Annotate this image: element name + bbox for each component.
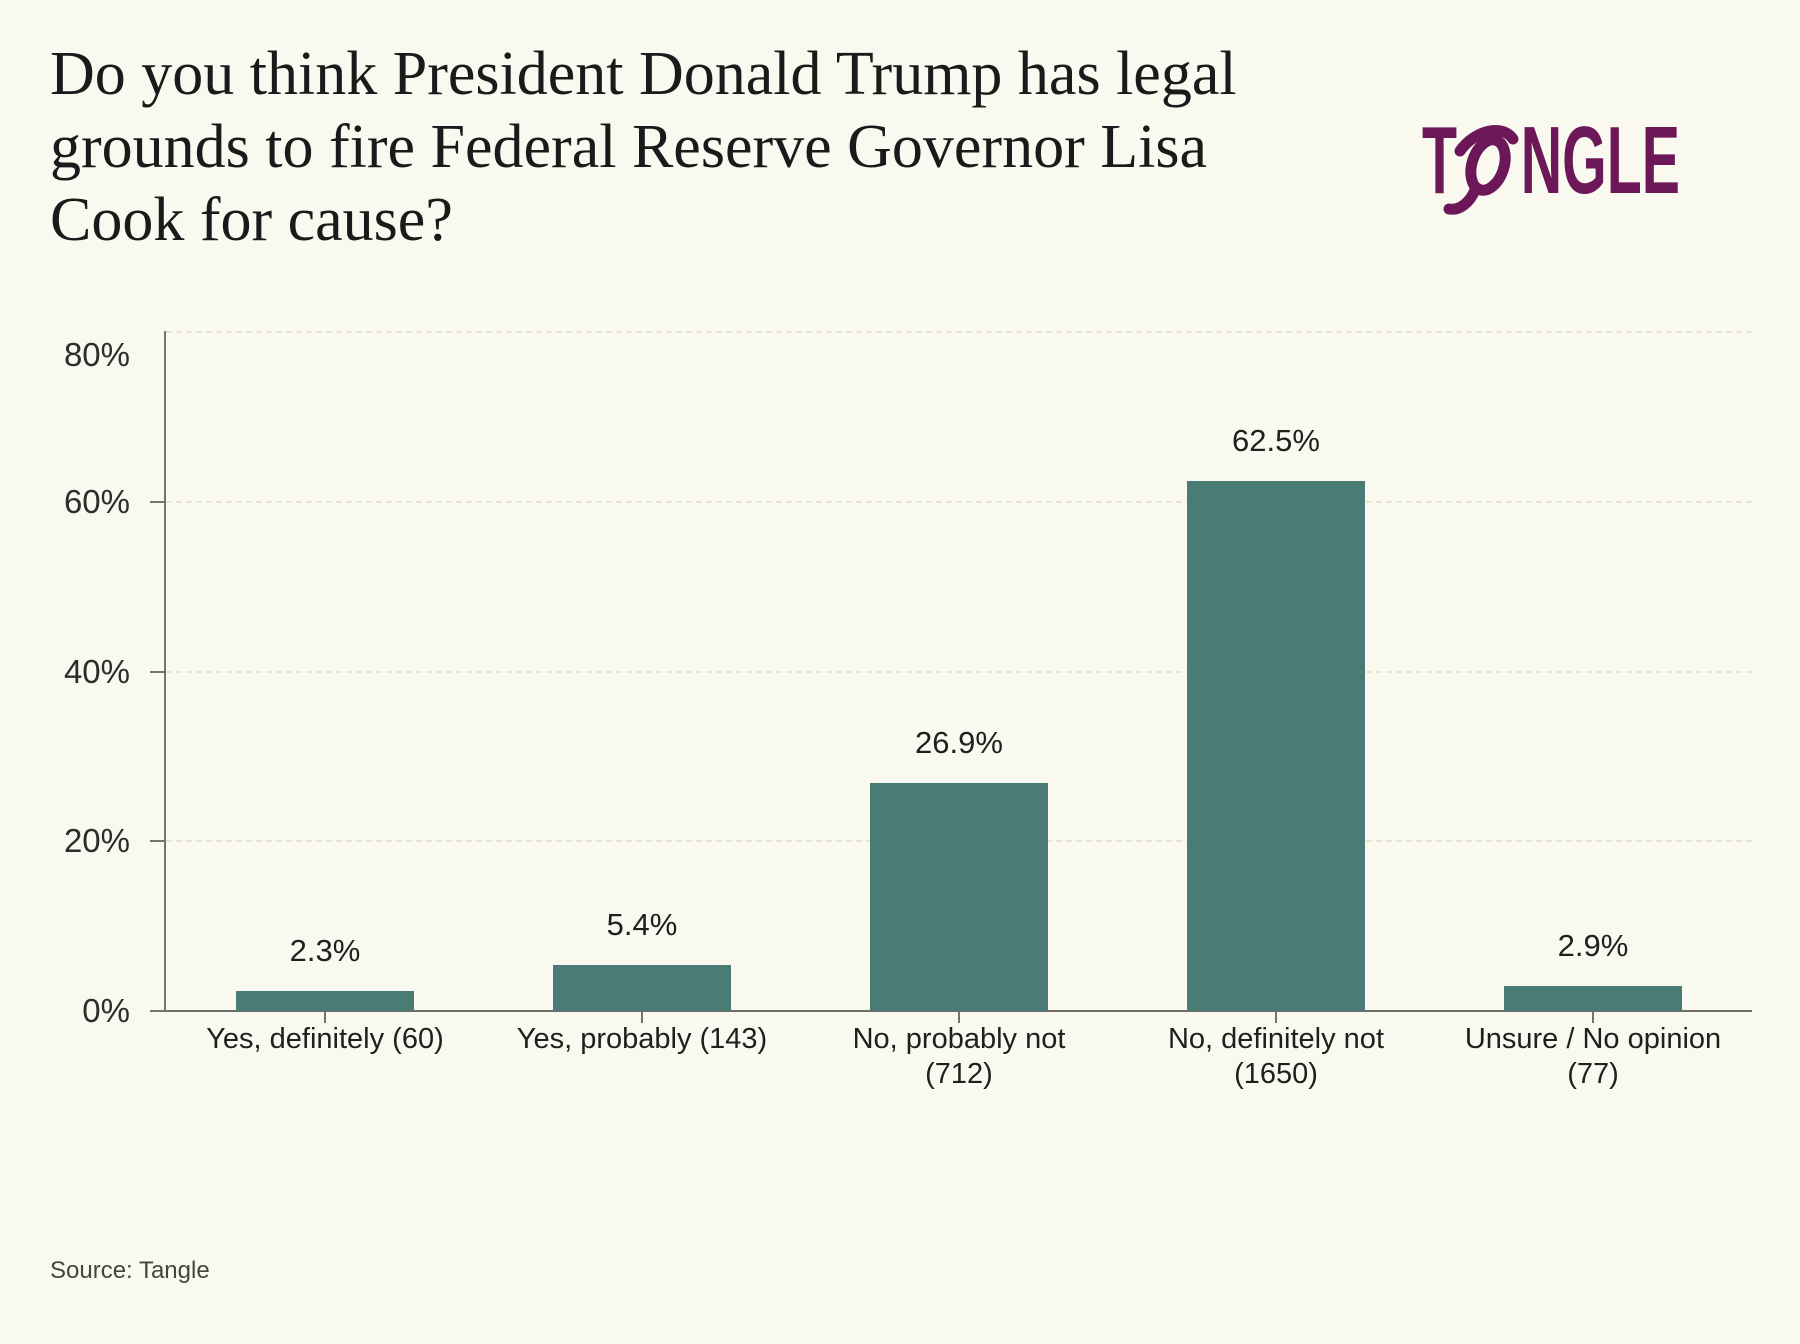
logo-letters-ngle: NGLE (1521, 107, 1680, 214)
bar-1 (236, 991, 414, 1011)
y-gridline-80 (166, 331, 1752, 333)
bar-value-label-4: 62.5% (1232, 423, 1320, 458)
x-tick-2 (641, 1011, 643, 1023)
bar-value-label-3: 26.9% (915, 725, 1003, 760)
y-gridline-60 (166, 501, 1752, 503)
y-axis-line (164, 331, 166, 1011)
x-tick-5 (1592, 1011, 1594, 1023)
chart-title: Do you think President Donald Trump has … (50, 40, 1237, 254)
y-tick-60 (150, 501, 166, 503)
x-tick-1 (324, 1011, 326, 1023)
y-axis-label-60: 60% (63, 483, 130, 520)
y-tick-40 (150, 671, 166, 673)
tangle-a-knot-icon (1443, 125, 1519, 215)
y-tick-20 (150, 840, 166, 842)
x-tick-4 (1275, 1011, 1277, 1023)
bar-value-label-2: 5.4% (606, 907, 678, 942)
bar-4 (1187, 481, 1365, 1011)
source-note: Source: Tangle (50, 1257, 210, 1284)
y-tick-0 (150, 1010, 166, 1012)
bar-value-label-1: 2.3% (289, 933, 361, 968)
logo-letter-t: T (1422, 107, 1457, 214)
bar-value-label-5: 2.9% (1557, 928, 1629, 963)
x-category-label-5: Unsure / No opinion (77) (1464, 1023, 1722, 1090)
logo-wordmark: T NGLE (1422, 107, 1680, 214)
y-axis-label-80: 80% (63, 336, 130, 373)
x-category-label-1: Yes, definitely (60) (206, 1023, 444, 1055)
tangle-logo: T NGLE (1422, 107, 1680, 215)
y-axis-label-0: 0% (82, 992, 130, 1029)
bar-3 (870, 783, 1048, 1011)
bar-2 (553, 965, 731, 1011)
y-gridline-40 (166, 671, 1752, 673)
y-axis-label-40: 40% (63, 653, 130, 690)
x-tick-3 (958, 1011, 960, 1023)
bar-5 (1504, 986, 1682, 1011)
x-category-label-2: Yes, probably (143) (516, 1023, 768, 1055)
x-category-label-3: No, probably not (712) (852, 1023, 1066, 1090)
y-axis-label-20: 20% (63, 822, 130, 859)
x-category-label-4: No, definitely not (1650) (1167, 1023, 1384, 1090)
